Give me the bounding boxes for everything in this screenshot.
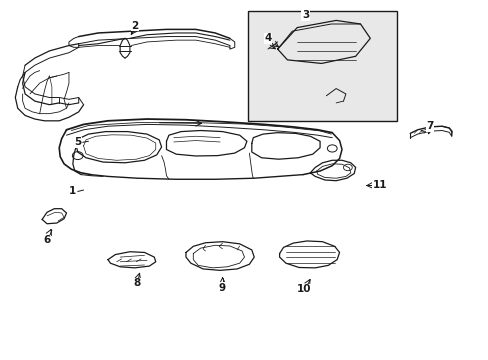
Text: 6: 6 <box>43 235 51 245</box>
Bar <box>248 12 396 121</box>
Text: 5: 5 <box>74 138 81 147</box>
Text: 11: 11 <box>372 180 386 190</box>
Text: 2: 2 <box>131 21 138 31</box>
Text: 3: 3 <box>301 10 308 20</box>
Text: 1: 1 <box>69 186 76 197</box>
Text: 10: 10 <box>296 284 310 294</box>
Text: 4: 4 <box>264 33 271 43</box>
Text: 8: 8 <box>133 278 141 288</box>
Text: 7: 7 <box>425 121 432 131</box>
Text: 9: 9 <box>219 283 225 293</box>
